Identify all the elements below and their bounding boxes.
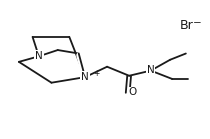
- Text: N: N: [35, 51, 43, 61]
- Text: N: N: [147, 65, 155, 75]
- Text: −: −: [193, 18, 202, 28]
- Text: N: N: [81, 72, 89, 82]
- Text: O: O: [128, 87, 136, 97]
- Text: Br: Br: [180, 18, 193, 32]
- Text: +: +: [93, 69, 99, 78]
